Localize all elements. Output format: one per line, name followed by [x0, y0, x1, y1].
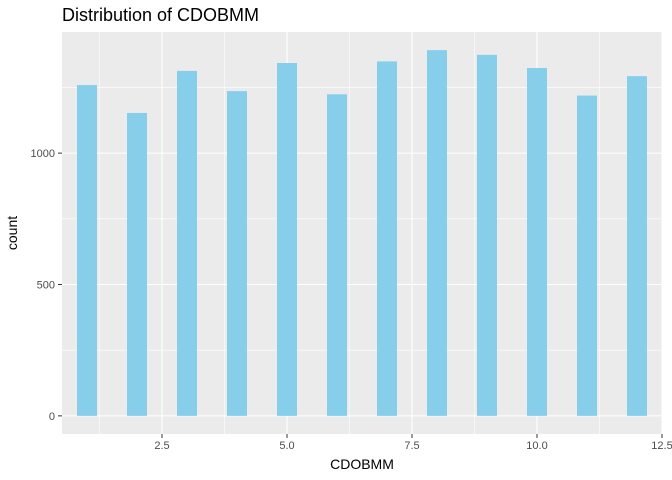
histogram-bar: [127, 112, 147, 416]
histogram-bar: [177, 70, 197, 416]
x-tick-label: 5.0: [279, 440, 294, 452]
y-tick-label: 0: [49, 411, 55, 423]
y-axis-title: count: [4, 216, 20, 250]
chart-title: Distribution of CDOBMM: [62, 5, 259, 25]
histogram-bar: [77, 85, 97, 416]
plot-panel: [62, 32, 662, 434]
histogram-bar: [427, 50, 447, 416]
histogram-bar: [327, 94, 347, 416]
x-tick-label: 2.5: [154, 440, 169, 452]
x-tick-label: 10.0: [526, 440, 547, 452]
x-tick-label: 7.5: [404, 440, 419, 452]
x-axis-ticks: 2.5 5.0 7.5 10.0 12.5: [154, 434, 672, 452]
histogram-bar: [527, 67, 547, 416]
histogram-bar: [277, 63, 297, 416]
x-tick-label: 12.5: [651, 440, 672, 452]
y-tick-label: 500: [37, 279, 55, 291]
y-tick-label: 1000: [31, 148, 55, 160]
histogram-bar: [577, 95, 597, 416]
bars: [77, 50, 647, 416]
histogram-bar: [477, 54, 497, 416]
y-axis-ticks: 0 500 1000: [31, 148, 62, 423]
histogram-bar: [627, 76, 647, 416]
x-axis-title: CDOBMM: [330, 456, 394, 472]
histogram-bar: [377, 61, 397, 416]
histogram-bar: [227, 91, 247, 416]
